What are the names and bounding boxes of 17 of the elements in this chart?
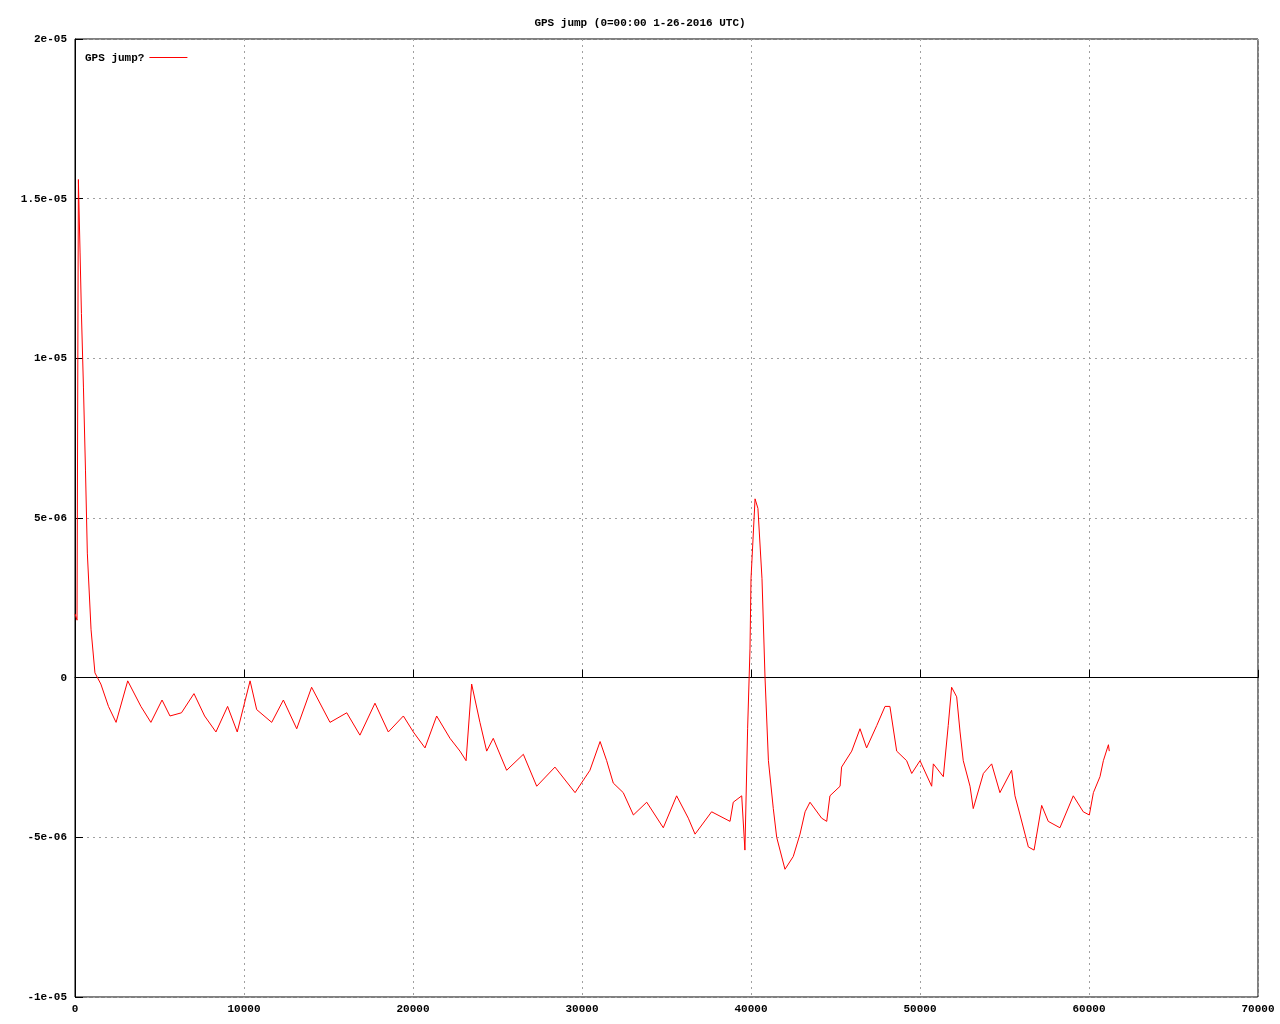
x-tick-label: 10000 — [227, 1002, 261, 1015]
x-tick-label: 40000 — [734, 1002, 768, 1015]
x-tick-label: 60000 — [1072, 1002, 1106, 1015]
legend-label: GPS jump? — [84, 51, 145, 64]
y-tick-label: 2e-05 — [33, 33, 68, 45]
y-tick-label: 5e-06 — [33, 512, 67, 524]
y-tick-label: 1.5e-05 — [20, 192, 68, 205]
x-tick-label: 50000 — [903, 1002, 937, 1015]
y-tick-label: 0 — [60, 671, 67, 684]
y-tick-label: -5e-06 — [27, 831, 67, 844]
x-tick-label: 20000 — [396, 1002, 430, 1015]
x-tick-label: 0 — [71, 1002, 79, 1015]
chart-title: GPS jump (0=00:00 1-26-2016 UTC) — [534, 16, 746, 29]
y-tick-label: -1e-05 — [27, 991, 68, 1003]
x-tick-label: 30000 — [565, 1002, 599, 1015]
x-tick-label: 70000 — [1241, 1002, 1275, 1015]
y-tick-label: 1e-05 — [33, 352, 68, 365]
